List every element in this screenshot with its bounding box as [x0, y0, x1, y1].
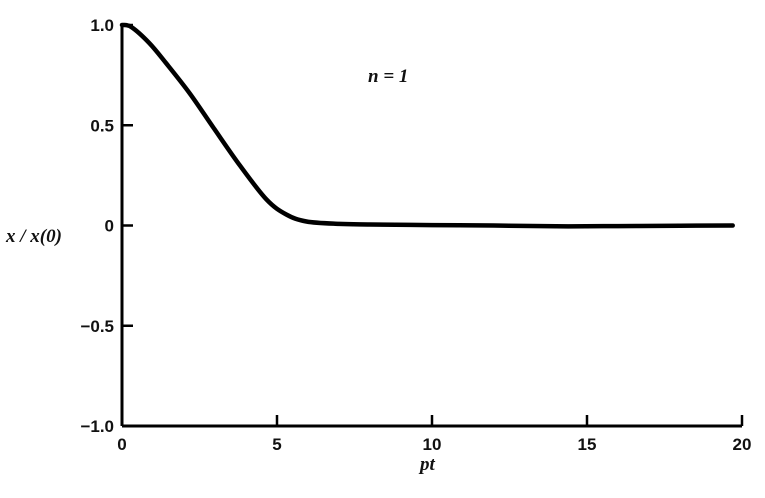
- annotation-label: n = 1: [368, 66, 408, 87]
- y-tick-label: −0.5: [80, 317, 114, 336]
- x-tick-label: 10: [423, 435, 442, 454]
- x-tick-label: 0: [117, 435, 126, 454]
- y-tick-label: 0: [105, 217, 114, 236]
- y-tick-label: −1.0: [80, 417, 114, 436]
- x-tick-label: 15: [578, 435, 597, 454]
- x-axis-label: pt: [418, 454, 436, 475]
- series-line: [119, 22, 735, 229]
- x-tick-label: 5: [272, 435, 281, 454]
- y-axis-label: x / x(0): [5, 226, 62, 247]
- ticks: 1.00.50−0.5−1.00 5 10 15 20: [80, 16, 751, 454]
- y-tick-label: 1.0: [90, 16, 114, 35]
- x-tick-label: 20: [733, 435, 752, 454]
- y-tick-label: 0.5: [90, 116, 114, 135]
